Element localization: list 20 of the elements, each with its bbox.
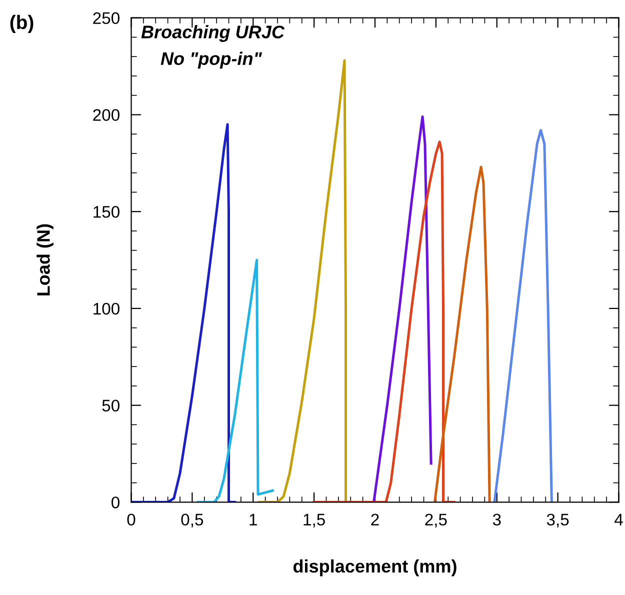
y-tick-label: 100 — [94, 302, 120, 315]
x-tick-label: 3,5 — [546, 514, 569, 528]
x-axis-title: displacement (mm) — [293, 559, 456, 576]
x-tick-label: 1 — [250, 514, 257, 526]
x-tick-label: 0,5 — [181, 514, 204, 528]
y-axis-title: Load (N) — [36, 224, 54, 296]
annotation: Broaching URJC — [141, 25, 285, 42]
y-tick-label: 50 — [102, 400, 120, 412]
x-tick-label: 1,5 — [304, 514, 325, 528]
y-tick-label: 200 — [93, 109, 120, 121]
y-tick-label: 150 — [94, 206, 120, 218]
x-tick-label: 4 — [614, 514, 623, 526]
y-tick-label: 250 — [93, 12, 120, 24]
x-tick-label: 3 — [492, 514, 501, 526]
annotation: No "pop-in" — [160, 52, 262, 69]
text: (b) — [10, 14, 34, 33]
x-tick-label: 0 — [127, 514, 136, 526]
x-tick-label: 2 — [371, 514, 379, 526]
x-tick-label: 2,5 — [425, 514, 447, 528]
y-tick-label: 0 — [112, 496, 120, 508]
